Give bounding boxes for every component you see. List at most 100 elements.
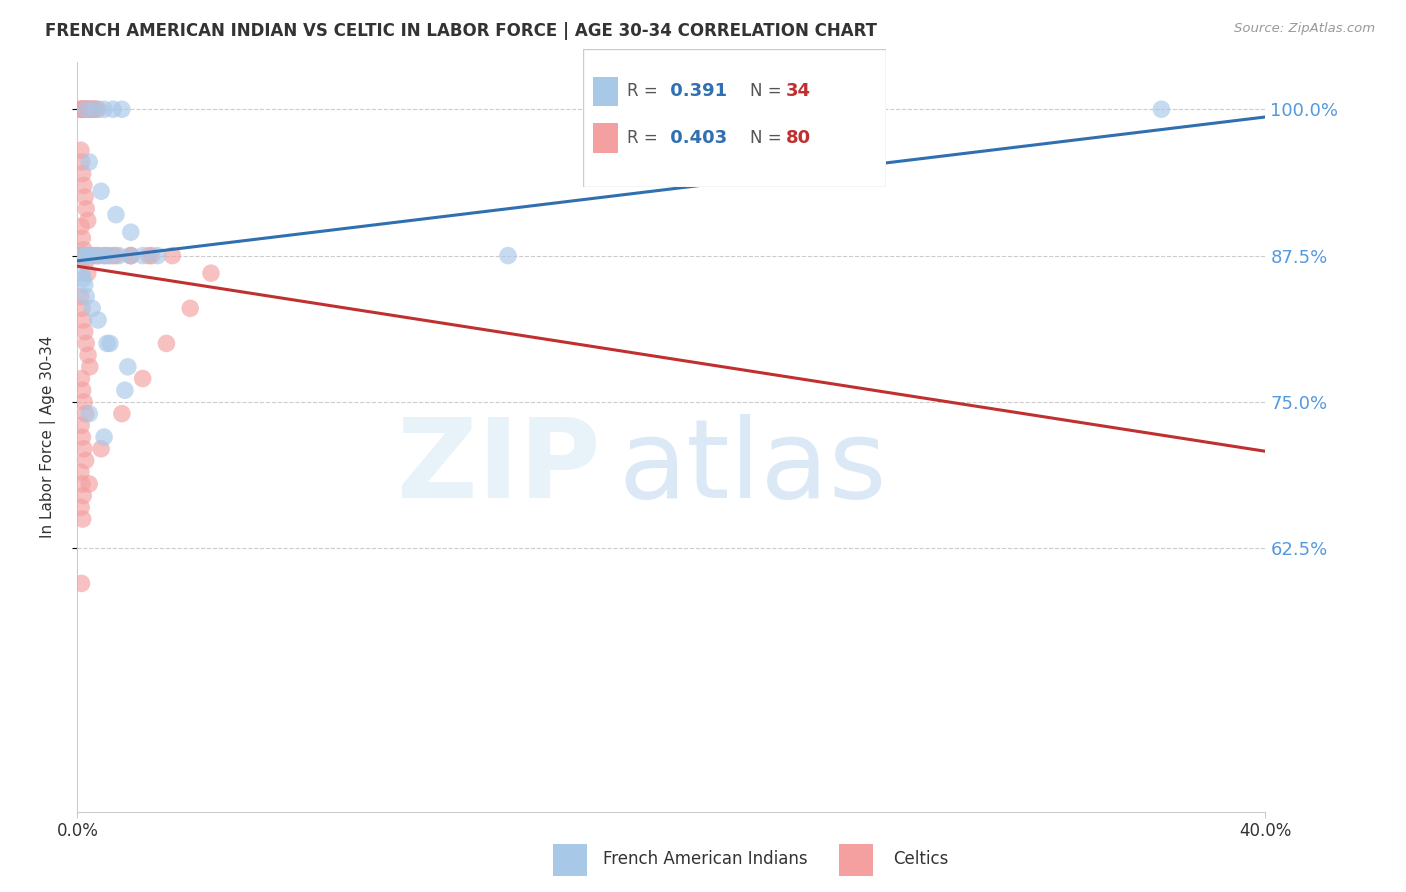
Point [70,289,93,303]
Point [83,102,105,116]
Point [111,407,134,421]
Text: 0.403: 0.403 [664,128,727,147]
Point [75,289,97,303]
Point [73,249,96,263]
Point [72,249,94,263]
Point [93,249,115,263]
Point [73,102,96,116]
Point [75,453,97,467]
Point [120,249,142,263]
Point [108,249,131,263]
Point [70,249,93,263]
Point [72,249,94,263]
Point [73,442,96,456]
Point [72,384,94,398]
Text: Celtics: Celtics [893,849,948,868]
Point [72,272,94,286]
Point [73,190,96,204]
Text: R =: R = [627,82,664,100]
Point [98,336,121,351]
Point [73,249,96,263]
Point [70,500,93,515]
Text: French American Indians: French American Indians [603,849,807,868]
Point [70,465,93,479]
Point [72,102,94,116]
Text: Source: ZipAtlas.com: Source: ZipAtlas.com [1234,22,1375,36]
Text: 80: 80 [786,128,811,147]
Point [104,249,127,263]
Point [72,313,94,327]
Point [114,384,136,398]
Point [69,102,91,116]
Point [72,489,94,503]
Point [84,249,107,263]
Point [93,249,115,263]
Point [77,102,100,116]
Point [70,102,93,116]
Point [75,102,97,116]
Point [77,476,100,491]
Point [120,225,142,239]
Point [72,167,94,181]
Point [87,102,110,116]
Point [111,102,134,116]
Point [72,430,94,444]
Point [131,371,153,385]
Point [79,359,101,374]
Point [73,178,96,193]
Text: 0.391: 0.391 [664,82,727,100]
Point [93,430,115,444]
Point [70,476,93,491]
Point [76,102,98,116]
Point [75,249,97,263]
Point [69,249,91,263]
Point [146,249,169,263]
Point [120,249,142,263]
Point [75,102,97,116]
Bar [553,844,588,876]
Point [87,249,110,263]
Point [73,325,96,339]
Text: R =: R = [627,128,664,147]
Point [80,102,103,116]
Point [131,249,153,263]
Point [73,102,96,116]
Point [70,143,93,157]
Point [141,249,163,263]
Point [77,407,100,421]
Point [117,359,139,374]
Bar [838,844,873,876]
Text: 34: 34 [786,82,811,100]
Point [82,102,104,116]
Point [101,102,124,116]
Point [82,301,104,316]
Point [96,336,118,351]
Point [87,249,110,263]
Point [77,155,100,169]
Point [75,336,97,351]
Point [86,102,108,116]
Point [73,249,96,263]
Point [73,243,96,257]
Point [96,249,118,263]
Point [90,184,112,198]
Point [162,249,184,263]
Point [72,102,94,116]
Point [84,102,107,116]
Point [76,266,98,280]
Point [70,155,93,169]
Point [76,213,98,227]
Point [155,336,177,351]
Point [75,202,97,216]
Point [200,266,222,280]
Point [69,249,91,263]
Text: N =: N = [749,128,786,147]
Point [70,301,93,316]
Point [1150,102,1173,116]
Point [72,512,94,526]
Point [73,277,96,292]
Point [75,249,97,263]
Point [70,418,93,433]
Point [70,102,93,116]
Y-axis label: In Labor Force | Age 30-34: In Labor Force | Age 30-34 [41,335,56,539]
